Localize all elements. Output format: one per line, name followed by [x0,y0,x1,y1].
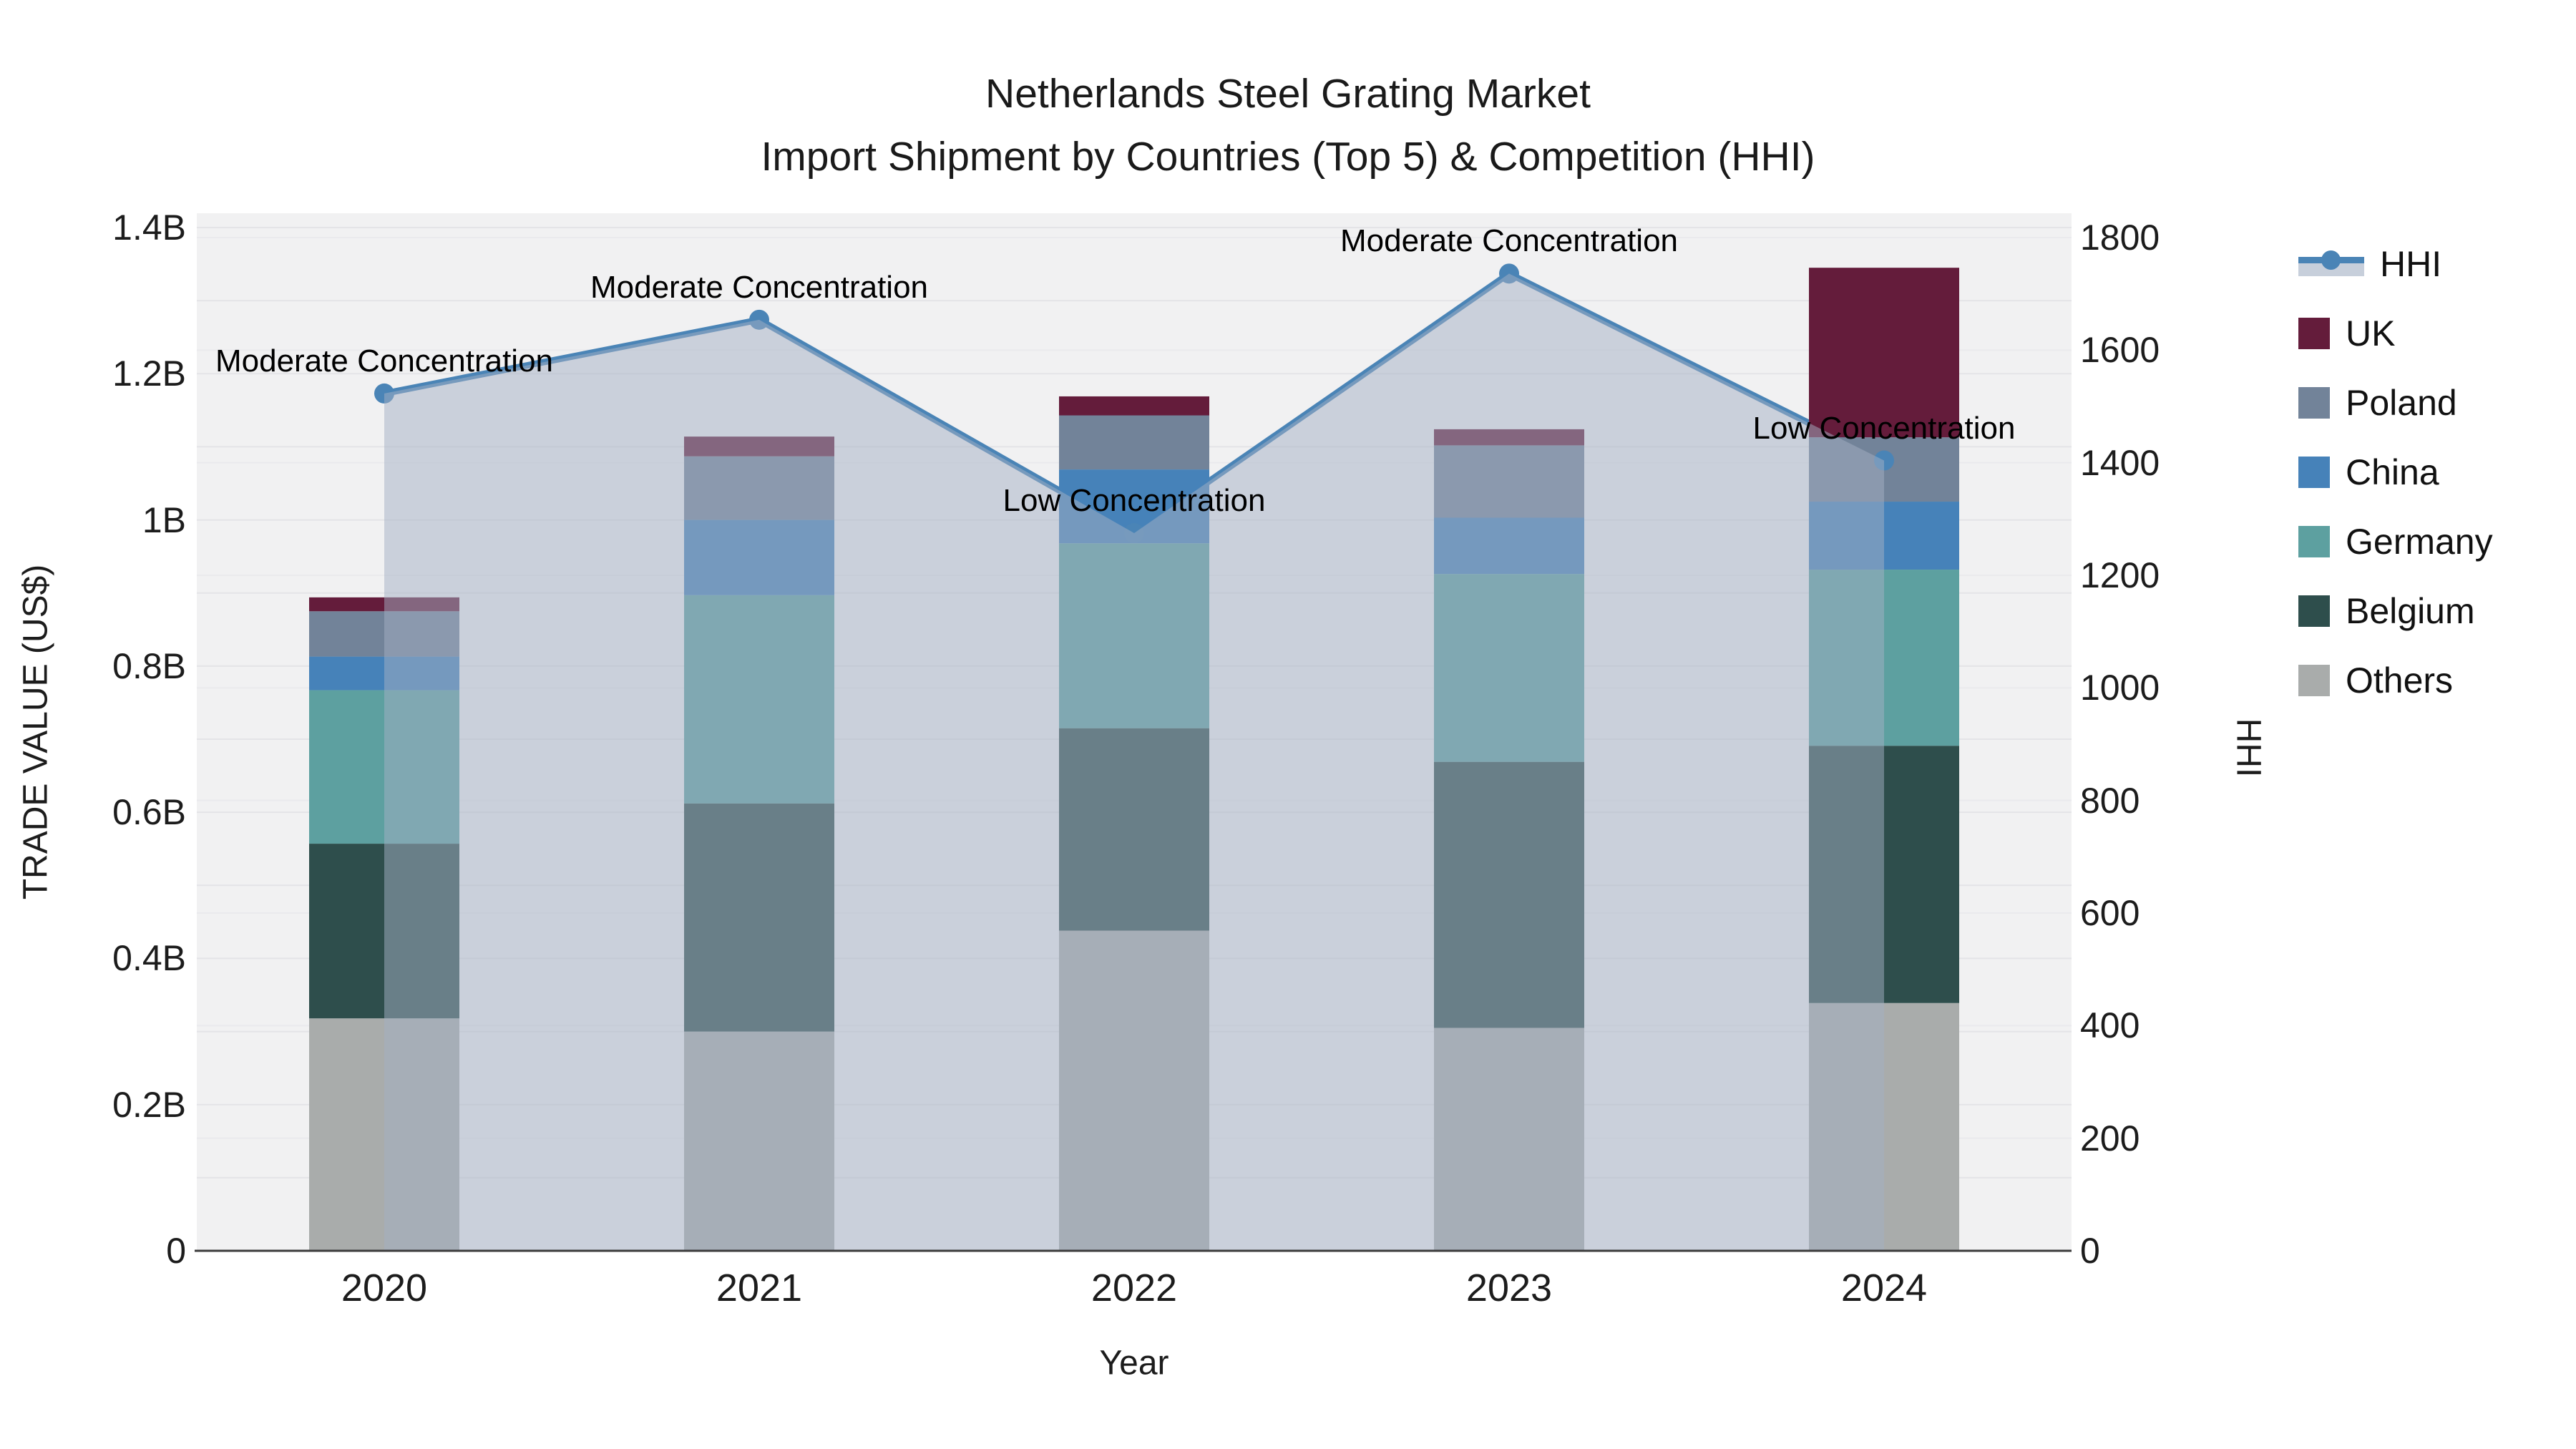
y-left-tick-0.4B: 0.4B [112,938,186,979]
x-tick-2020: 2020 [341,1267,428,1309]
hhi-area-fill [384,273,1884,1251]
y-left-tick-0.8B: 0.8B [112,645,186,686]
y-left-tick-1.4B: 1.4B [112,208,186,248]
annotation-2022: Low Concentration [1002,483,1266,518]
legend-item-others[interactable]: Others [2298,645,2493,715]
y-right-tick-600: 600 [2080,893,2140,933]
annotation-2021: Moderate Concentration [590,269,929,305]
y-left-tick-0.2B: 0.2B [112,1084,186,1125]
legend-label: China [2346,452,2439,492]
annotation-2020: Moderate Concentration [215,343,554,379]
y-right-tick-1000: 1000 [2080,668,2160,708]
germany-color-swatch [2298,525,2330,557]
x-tick-2021: 2021 [716,1267,803,1309]
china-color-swatch [2298,456,2330,488]
legend-label: Germany [2346,521,2493,562]
y-left-tick-1B: 1B [142,499,186,540]
x-tick-2023: 2023 [1465,1267,1553,1309]
poland-color-swatch [2298,386,2330,419]
others-color-swatch [2298,664,2330,696]
legend: HHI UK Poland China Germany Belgium Othe… [2298,229,2493,715]
bar-segment-uk-2024[interactable] [1809,268,1959,438]
legend-label: Belgium [2346,590,2475,631]
y-left-tick-0.6B: 0.6B [112,792,186,833]
legend-label: UK [2346,313,2396,353]
y-right-tick-1400: 1400 [2080,442,2160,483]
legend-item-hhi[interactable]: HHI [2298,229,2493,298]
y-right-tick-800: 800 [2080,780,2140,821]
chart-title-line1: Netherlands Steel Grating Market [985,71,1591,117]
y-left-tick-0: 0 [166,1231,186,1271]
bar-segment-poland-2022[interactable] [1059,415,1209,470]
chart-title-line2: Import Shipment by Countries (Top 5) & C… [761,134,1815,180]
bar-segment-uk-2022[interactable] [1059,396,1209,416]
legend-item-germany[interactable]: Germany [2298,507,2493,576]
legend-label: Others [2346,660,2454,701]
y-right-tick-1800: 1800 [2080,218,2160,258]
belgium-color-swatch [2298,595,2330,627]
x-tick-2024: 2024 [1840,1267,1928,1309]
x-tick-2022: 2022 [1091,1267,1178,1309]
annotation-2023: Moderate Concentration [1340,223,1679,259]
uk-color-swatch [2298,317,2330,349]
hhi-marker-icon [2321,250,2341,270]
y-right-axis-title: HHI [2229,718,2268,778]
chart-title: Netherlands Steel Grating Market Import … [0,62,2576,188]
y-right-tick-200: 200 [2080,1118,2140,1158]
legend-label: Poland [2346,382,2457,423]
legend-item-uk[interactable]: UK [2298,298,2493,368]
x-axis-title: Year [1099,1344,1169,1382]
annotation-2024: Low Concentration [1752,410,2016,446]
y-right-tick-1600: 1600 [2080,330,2160,371]
hhi-line-swatch [2298,247,2364,281]
legend-item-china[interactable]: China [2298,437,2493,507]
legend-item-poland[interactable]: Poland [2298,368,2493,437]
y-left-tick-1.2B: 1.2B [112,353,186,394]
y-right-tick-400: 400 [2080,1005,2140,1046]
legend-label: HHI [2380,243,2442,284]
legend-item-belgium[interactable]: Belgium [2298,576,2493,645]
y-right-tick-1200: 1200 [2080,555,2160,595]
y-right-tick-0: 0 [2080,1231,2100,1271]
y-left-axis-title: TRADE VALUE (US$) [16,564,55,900]
